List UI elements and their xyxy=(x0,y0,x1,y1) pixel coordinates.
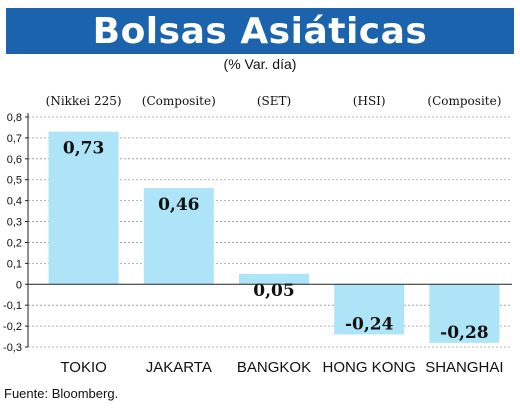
y-tick-label: 0,8 xyxy=(7,112,22,124)
chart-title: Bolsas Asiáticas xyxy=(92,10,428,52)
y-tick-label: -0,3 xyxy=(3,342,22,354)
category-label: BANGKOK xyxy=(237,359,311,376)
y-tick-label: 0,3 xyxy=(7,217,22,229)
y-tick-label: 0 xyxy=(16,279,22,291)
y-tick-label: -0,2 xyxy=(3,321,22,333)
y-tick-label: 0,5 xyxy=(7,175,22,187)
value-label: 0,46 xyxy=(158,195,199,215)
value-label: -0,24 xyxy=(345,314,394,334)
index-label: (SET) xyxy=(257,94,291,108)
y-tick-label: 0,1 xyxy=(7,258,22,270)
bar xyxy=(143,188,214,285)
y-tick-label: -0,1 xyxy=(3,300,22,312)
bar xyxy=(429,284,500,343)
index-label: (Composite) xyxy=(142,94,216,108)
chart-subtitle: (% Var. día) xyxy=(223,56,297,72)
category-label: SHANGHAI xyxy=(425,359,503,376)
source-note: Fuente: Bloomberg. xyxy=(4,386,119,401)
value-label: 0,73 xyxy=(63,139,104,159)
y-tick-label: 0,4 xyxy=(7,196,22,208)
index-label: (Nikkei 225) xyxy=(46,94,122,108)
y-tick-label: 0,2 xyxy=(7,237,22,249)
y-tick-label: 0,6 xyxy=(7,154,22,166)
category-label: HONG KONG xyxy=(323,359,416,376)
bar xyxy=(334,284,405,335)
index-label: (HSI) xyxy=(353,94,386,108)
title-banner: Bolsas Asiáticas xyxy=(6,8,514,54)
bar xyxy=(48,131,119,285)
value-label: 0,05 xyxy=(253,281,294,301)
value-label: -0,28 xyxy=(440,323,488,343)
bar xyxy=(239,273,309,285)
category-label: JAKARTA xyxy=(146,359,212,376)
index-label: (Composite) xyxy=(427,94,501,108)
y-tick-label: 0,7 xyxy=(7,133,22,145)
category-label: TOKIO xyxy=(60,359,106,376)
